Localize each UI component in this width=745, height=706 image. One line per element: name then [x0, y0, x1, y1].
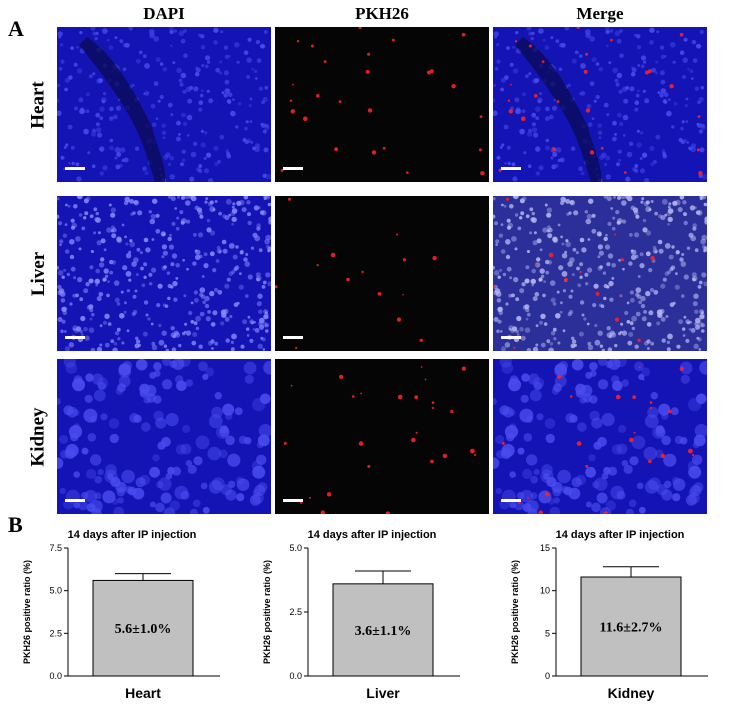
panel-letter-b: B: [8, 512, 23, 537]
y-tick-label: 15: [540, 543, 550, 553]
chart-title: 14 days after IP injection: [308, 529, 437, 541]
micrograph-kidney-merge: [493, 359, 707, 514]
category-label: Heart: [125, 685, 161, 701]
micrograph-heart-merge: [493, 27, 707, 182]
category-label: Kidney: [608, 685, 655, 701]
y-tick-label: 0: [545, 671, 550, 681]
micrograph-liver-dapi: [57, 196, 271, 351]
micrograph-liver-merge: [493, 196, 707, 351]
y-axis-label: PKH26 positive ratio (%): [22, 560, 32, 664]
y-tick-label: 5.0: [289, 543, 302, 553]
chart-title: 14 days after IP injection: [68, 529, 197, 541]
y-tick-label: 5.0: [49, 586, 62, 596]
data-label: 3.6±1.1%: [355, 624, 412, 639]
scale-bar: [65, 336, 85, 339]
chart-title: 14 days after IP injection: [556, 529, 685, 541]
scale-bar: [65, 499, 85, 502]
data-label: 5.6±1.0%: [115, 622, 172, 637]
row-label-kidney: Kidney: [28, 406, 49, 467]
column-label-merge: Merge: [576, 4, 624, 23]
row-label-heart: Heart: [28, 80, 50, 129]
micrograph-liver-pkh26: [275, 196, 489, 351]
micrograph-heart-dapi: [57, 27, 271, 182]
bar: [332, 583, 434, 677]
scale-bar: [501, 336, 521, 339]
bar-chart-liver: 14 days after IP injection PKH26 positive…: [248, 518, 488, 706]
column-label-dapi: DAPI: [143, 4, 185, 23]
scale-bar: [65, 167, 85, 170]
panel-letter-a: A: [8, 16, 24, 41]
y-axis-label: PKH26 positive ratio (%): [262, 560, 272, 664]
micrograph-kidney-dapi: [57, 359, 271, 514]
micrograph-kidney-pkh26: [275, 359, 489, 514]
category-label: Liver: [366, 685, 400, 701]
micrograph-heart-pkh26: [275, 27, 489, 182]
y-axis-label: PKH26 positive ratio (%): [510, 560, 520, 664]
bar-chart-heart: 14 days after IP injection PKH26 positive…: [8, 518, 248, 706]
data-label: 11.6±2.7%: [600, 621, 663, 636]
y-tick-label: 5: [545, 628, 550, 638]
column-label-pkh26: PKH26: [355, 4, 409, 23]
bar: [580, 576, 682, 677]
y-tick-label: 2.5: [289, 607, 302, 617]
y-tick-label: 7.5: [49, 543, 62, 553]
scale-bar: [283, 499, 303, 502]
row-label-liver: Liver: [28, 251, 50, 296]
scale-bar: [283, 336, 303, 339]
y-tick-label: 10: [540, 586, 550, 596]
scale-bar: [501, 167, 521, 170]
y-tick-label: 0.0: [49, 671, 62, 681]
bar-chart-kidney: 14 days after IP injection PKH26 positive…: [496, 518, 736, 706]
scale-bar: [501, 499, 521, 502]
scale-bar: [283, 167, 303, 170]
y-tick-label: 2.5: [49, 628, 62, 638]
y-tick-label: 0.0: [289, 671, 302, 681]
